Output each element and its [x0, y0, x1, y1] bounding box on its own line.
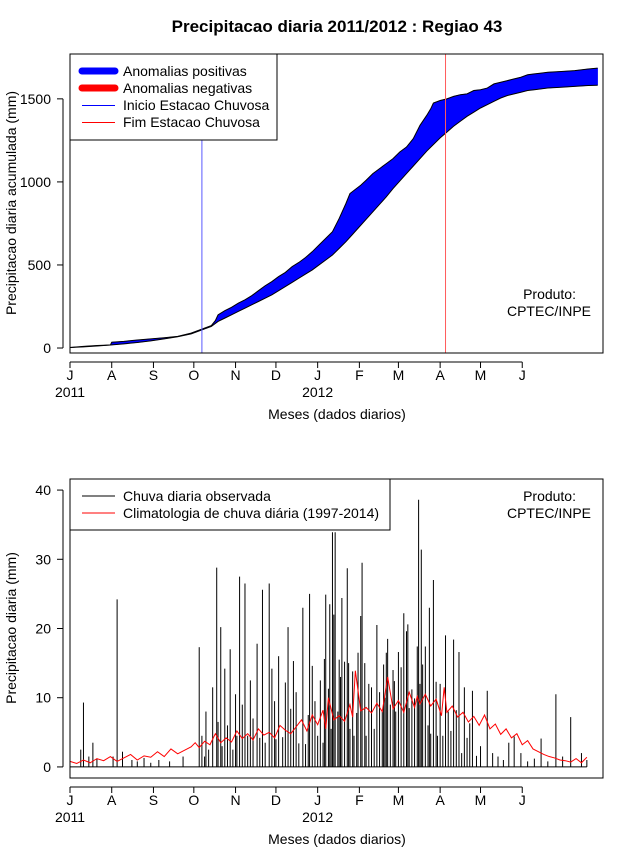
- y-tick-label: 30: [35, 551, 51, 567]
- x-tick-label: A: [107, 367, 117, 383]
- y-tick-label: 40: [35, 482, 51, 498]
- legend-box-bottom: [69, 478, 391, 531]
- x-tick-label: D: [271, 792, 281, 808]
- x-tick-label: O: [188, 367, 199, 383]
- product-source-top: CPTEC/INPE: [507, 303, 591, 319]
- x-tick-label: S: [149, 367, 158, 383]
- climatology-cumulative-line: [69, 84, 598, 349]
- x-tick-label: S: [149, 792, 158, 808]
- climatology-line: [69, 670, 588, 765]
- x-axis-label-top: Meses (dados diarios): [268, 406, 406, 422]
- product-label-top: Produto:: [523, 286, 576, 302]
- x-tick-label: A: [435, 792, 445, 808]
- legend-label-observed: Chuva diaria observada: [123, 488, 271, 504]
- y-tick-label: 0: [43, 340, 51, 356]
- x-tick-label: J: [314, 367, 321, 383]
- y-axis-top: 0 500 1000 1500: [20, 91, 64, 356]
- x-tick-label: J: [314, 792, 321, 808]
- x-tick-label: J: [519, 367, 526, 383]
- legend-label-inicio: Inicio Estacao Chuvosa: [123, 97, 270, 113]
- climatology-series-line: [69, 670, 588, 765]
- x-tick-label: J: [519, 792, 526, 808]
- x-tick-label: N: [230, 792, 240, 808]
- legend-top: Anomalias positivas Anomalias negativas …: [69, 53, 278, 141]
- daily-rain-bars: [70, 499, 588, 768]
- y-tick-label: 10: [35, 690, 51, 706]
- y-tick-label: 1500: [20, 91, 51, 107]
- plot-frame-top: [69, 53, 604, 354]
- x-tick-label: M: [393, 792, 405, 808]
- x-tick-label: A: [107, 792, 117, 808]
- y-tick-label: 0: [43, 759, 51, 775]
- y-axis-label-top: Precipitacao diaria acumulada (mm): [3, 91, 19, 315]
- x-axis-label-bottom: Meses (dados diarios): [268, 831, 406, 847]
- y-tick-label: 20: [35, 621, 51, 637]
- x-tick-label: D: [271, 367, 281, 383]
- x-tick-label: J: [67, 792, 74, 808]
- year-label: 2011: [55, 384, 85, 400]
- year-label: 2012: [302, 384, 333, 400]
- x-tick-label: M: [393, 367, 405, 383]
- legend-label-negative: Anomalias negativas: [123, 80, 252, 96]
- legend-label-climatology: Climatologia de chuva diária (1997-2014): [123, 505, 379, 521]
- year-label: 2011: [55, 809, 85, 825]
- y-axis-bottom: 0 10 20 30 40: [35, 482, 64, 775]
- product-label-bottom: Produto:: [523, 488, 576, 504]
- y-tick-label: 1000: [20, 174, 51, 190]
- legend-label-positive: Anomalias positivas: [123, 63, 247, 79]
- legend-label-fim: Fim Estacao Chuvosa: [123, 114, 260, 130]
- x-tick-label: A: [435, 367, 445, 383]
- x-tick-label: F: [355, 792, 364, 808]
- x-tick-label: F: [355, 367, 364, 383]
- year-label: 2012: [302, 809, 333, 825]
- legend-bottom: Chuva diaria observada Climatologia de c…: [69, 478, 391, 531]
- product-source-bottom: CPTEC/INPE: [507, 505, 591, 521]
- y-axis-label-bottom: Precipitacao diaria (mm): [3, 552, 19, 704]
- x-tick-label: O: [188, 792, 199, 808]
- chart-title: Precipitacao diaria 2011/2012 : Regiao 4…: [172, 17, 503, 36]
- x-tick-label: M: [475, 792, 487, 808]
- x-tick-label: N: [230, 367, 240, 383]
- y-tick-label: 500: [28, 257, 52, 273]
- x-tick-label: M: [475, 367, 487, 383]
- x-tick-label: J: [67, 367, 74, 383]
